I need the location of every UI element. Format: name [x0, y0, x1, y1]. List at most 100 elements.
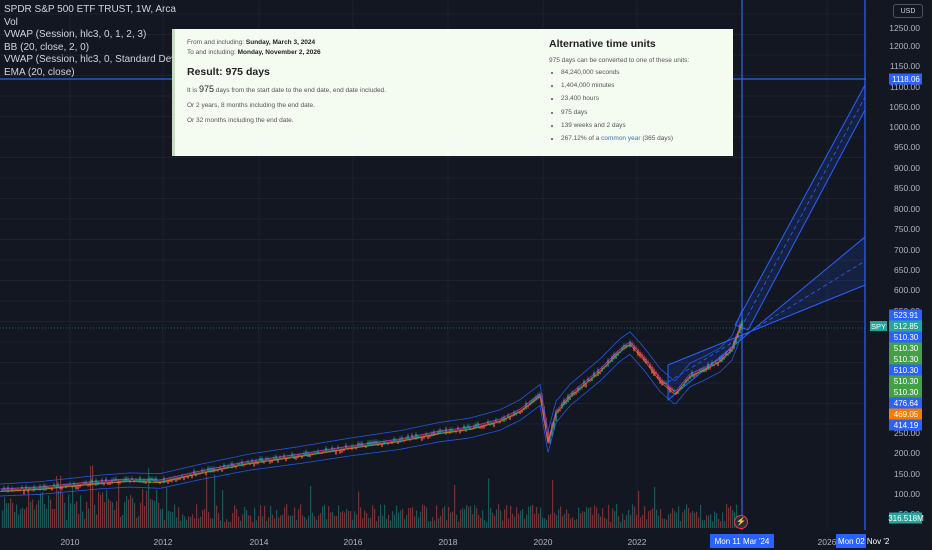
volume-bar	[8, 503, 10, 528]
alternative-units-panel: Alternative time units 975 days can be c…	[549, 38, 729, 145]
candle-body	[479, 425, 481, 429]
candle-body	[421, 436, 423, 441]
volume-bar	[182, 514, 184, 528]
volume-bar	[412, 507, 414, 528]
volume-bar	[620, 521, 622, 528]
candle-body	[395, 440, 397, 442]
volume-bar	[106, 489, 108, 528]
volume-bar	[494, 515, 496, 528]
volume-bar	[618, 516, 620, 528]
price-axis[interactable]: 1250.00 1200.00 1150.00 1100.00 1050.00 1000.…	[866, 0, 932, 550]
volume-bar	[98, 491, 100, 528]
candle-body	[431, 432, 433, 437]
candle-body	[583, 380, 585, 387]
legend-vwap[interactable]: VWAP (Session, hlc3, 0, 1, 2, 3)	[4, 29, 147, 41]
currency-button[interactable]: USD	[893, 4, 923, 18]
volume-bar	[406, 515, 408, 528]
candle-body	[547, 430, 549, 442]
alt-unit-item: 267.12% of a common year (365 days)	[561, 132, 729, 145]
legend-ema[interactable]: EMA (20, close)	[4, 66, 75, 78]
time-axis-label: 2022	[628, 537, 647, 547]
volume-bar	[166, 487, 168, 528]
time-axis[interactable]: 2010 2012 2014 2016 2018 2020 2022 2026 Mon 11 M…	[61, 534, 890, 548]
volume-bar	[606, 519, 608, 528]
price-axis-label: 1200.00	[889, 41, 920, 51]
candle-body	[305, 451, 307, 456]
volume-bar	[376, 520, 378, 528]
volume-bar	[312, 512, 314, 528]
candle-body	[469, 426, 471, 430]
candle-body	[63, 485, 65, 488]
volume-bar	[124, 502, 126, 528]
candle-body	[581, 386, 583, 389]
legend-bb[interactable]: BB (20, close, 2, 0)	[4, 41, 90, 53]
volume-bar	[200, 516, 202, 528]
volume-bar	[546, 519, 548, 528]
volume-bar	[248, 515, 250, 528]
lightning-icon[interactable]: ⚡	[734, 515, 748, 529]
price-tag	[889, 320, 922, 332]
price-axis-label: 1250.00	[889, 23, 920, 33]
volume-bar	[492, 512, 494, 528]
candle-body	[347, 447, 349, 450]
volume-bar	[158, 502, 160, 528]
candle-body	[385, 441, 387, 444]
volume-bar	[694, 513, 696, 528]
trend-channel-drawings[interactable]	[0, 0, 932, 530]
volume-bar	[174, 504, 176, 528]
volume-bar	[138, 515, 140, 528]
volume-bar	[586, 507, 588, 528]
volume-bar	[430, 521, 432, 528]
volume-bar	[598, 513, 600, 528]
volume-bar	[696, 511, 698, 528]
legend-symbol[interactable]: SPDR S&P 500 ETF TRUST, 1W, Arca	[4, 4, 176, 15]
volume-bar	[480, 517, 482, 528]
candle-body	[47, 487, 49, 489]
candle-body	[605, 365, 607, 367]
volume-bar	[18, 514, 20, 528]
legend-vol[interactable]: Vol	[4, 16, 18, 28]
volume-bar	[172, 512, 174, 528]
price-tag	[889, 512, 922, 524]
candle-body	[127, 478, 129, 482]
candle-body	[433, 431, 435, 436]
candle-body	[167, 479, 169, 484]
result-heading: Result: 975 days	[187, 66, 270, 78]
candle-body	[35, 487, 37, 490]
volume-bar	[40, 493, 42, 528]
candle-body	[381, 442, 383, 447]
volume-bar	[160, 509, 162, 528]
volume-bar	[370, 517, 372, 528]
volume-bar	[682, 512, 684, 528]
candle-body	[379, 442, 381, 445]
volume-bar	[296, 519, 298, 528]
volume-bar	[368, 517, 370, 528]
candle-body	[725, 352, 727, 357]
volume-bar	[162, 508, 164, 528]
legend-vwap-stdev[interactable]: VWAP (Session, hlc3, 0, Standard Deviati…	[4, 54, 237, 66]
volume-bar	[390, 520, 392, 528]
candle-body	[615, 353, 617, 359]
candle-body	[25, 486, 27, 491]
alt-unit-item: 139 weeks and 2 days	[561, 119, 729, 132]
volume-bar	[110, 501, 112, 528]
volume-bar	[558, 509, 560, 528]
candle-body	[653, 369, 655, 376]
volume-bar	[304, 517, 306, 528]
candle-body	[445, 428, 447, 435]
common-year-link[interactable]: common year	[601, 135, 641, 143]
candle-body	[563, 399, 565, 406]
price-tag	[889, 386, 922, 398]
volume-bar	[668, 514, 670, 528]
volume-bar	[580, 513, 582, 528]
candle-body	[573, 392, 575, 396]
symbol-tag	[870, 321, 887, 331]
candle-body	[299, 454, 301, 457]
volume-bar	[132, 498, 134, 528]
candle-body	[645, 358, 647, 364]
price-tag	[889, 353, 922, 365]
candle-body	[443, 431, 445, 434]
volume-bar	[476, 508, 478, 528]
candle-body	[493, 422, 495, 428]
